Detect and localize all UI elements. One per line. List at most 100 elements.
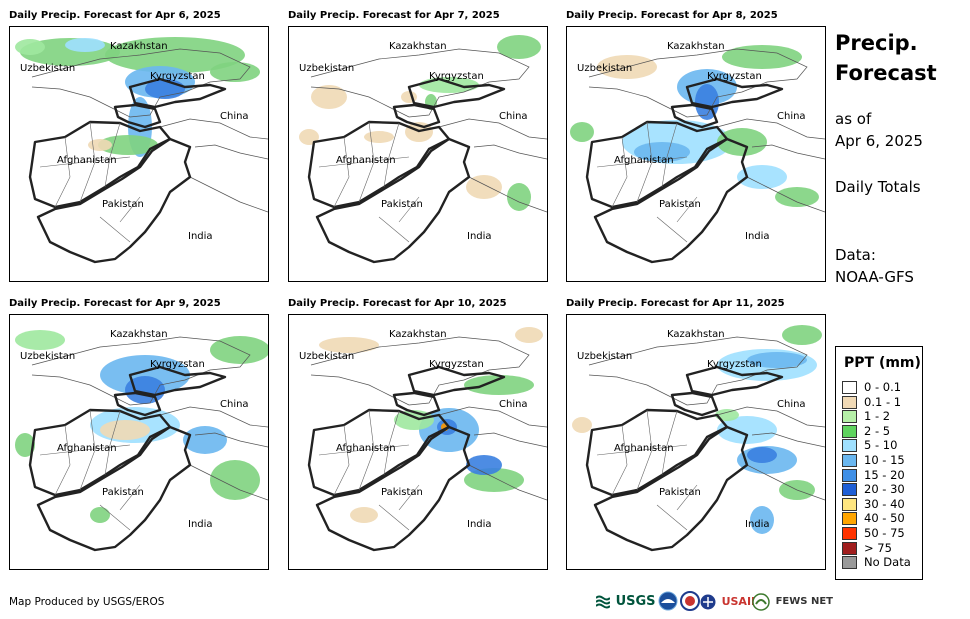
precip-map: Kazakhstan Uzbekistan Kyrgyzstan China Afgha…: [9, 314, 269, 570]
legend-item: 50 - 75: [842, 526, 905, 540]
legend-label: > 75: [864, 540, 892, 555]
precip-area: [722, 45, 802, 69]
label-pakistan: Pakistan: [102, 199, 144, 210]
pakistan-border: [593, 425, 749, 552]
legend-item: 0.1 - 1: [842, 395, 901, 409]
precip-area: [100, 420, 150, 440]
label-pakistan: Pakistan: [659, 199, 701, 210]
legend-label: 15 - 20: [864, 467, 905, 482]
legend-label: 0 - 0.1: [864, 380, 902, 394]
label-kazakhstan: Kazakhstan: [667, 329, 725, 340]
precip-area: [775, 187, 819, 207]
legend-label: 20 - 30: [864, 482, 905, 497]
label-afghanistan: Afghanistan: [614, 155, 674, 166]
label-kyrgyzstan: Kyrgyzstan: [150, 71, 205, 82]
panel-title: Daily Precip. Forecast for Apr 9, 2025: [9, 298, 221, 309]
panel-title: Daily Precip. Forecast for Apr 6, 2025: [9, 10, 221, 21]
precip-map-svg: Kazakhstan Uzbekistan Kyrgyzstan China Afgha…: [570, 41, 825, 264]
label-india: India: [188, 231, 213, 242]
label-uzbekistan: Uzbekistan: [20, 351, 75, 362]
precip-area: [183, 426, 227, 454]
precip-map-svg: Kazakhstan Uzbekistan Kyrgyzstan China Afgha…: [15, 329, 268, 552]
legend-swatch: [842, 483, 857, 497]
pakistan-border: [315, 137, 471, 264]
precip-map-svg: Kazakhstan Uzbekistan Kyrgyzstan China Afgha…: [572, 325, 825, 552]
legend-item: 20 - 30: [842, 482, 905, 497]
precip-map: Kazakhstan Uzbekistan Kyrgyzstan China Afgha…: [288, 314, 548, 570]
label-pakistan: Pakistan: [659, 487, 701, 498]
precip-area: [717, 416, 777, 444]
legend-swatch: [842, 556, 857, 570]
precip-area: [572, 417, 592, 433]
precip-map: Kazakhstan Uzbekistan Kyrgyzstan China Afgha…: [566, 26, 826, 282]
precip-area: [98, 135, 158, 155]
precip-area: [466, 175, 502, 199]
precip-area: [15, 39, 45, 55]
legend-item: 15 - 20: [842, 468, 905, 482]
fewsnet-logo: FEWS NET: [752, 591, 833, 613]
panel-title: Daily Precip. Forecast for Apr 8, 2025: [566, 10, 778, 21]
precip-map: Kazakhstan Uzbekistan Kyrgyzstan China Afgha…: [288, 26, 548, 282]
precip-map-svg: Kazakhstan Uzbekistan Kyrgyzstan China Afgha…: [299, 327, 547, 552]
precip-area: [747, 352, 807, 368]
afghanistan-border: [28, 120, 172, 209]
precip-area: [634, 142, 690, 162]
legend-item: 0 - 0.1: [842, 380, 901, 394]
afghanistan-border: [28, 408, 172, 497]
label-kazakhstan: Kazakhstan: [667, 41, 725, 52]
label-india: India: [467, 519, 492, 530]
legend-label: 10 - 15: [864, 453, 905, 467]
sidebar-title: Precip. Forecast: [835, 31, 937, 85]
legend-item: 40 - 50: [842, 511, 905, 526]
precip-area: [88, 139, 112, 151]
pakistan-border: [315, 425, 471, 552]
precip-area: [737, 165, 787, 189]
precip-area: [717, 128, 767, 156]
legend-item: 2 - 5: [842, 424, 890, 438]
precip-area: [15, 433, 35, 457]
label-kazakhstan: Kazakhstan: [110, 41, 168, 52]
legend-swatch: [842, 527, 857, 540]
legend-swatch: [842, 454, 857, 467]
label-kyrgyzstan: Kyrgyzstan: [150, 359, 205, 370]
precip-area: [319, 337, 379, 353]
precip-area: [100, 355, 190, 395]
label-china: China: [220, 399, 249, 410]
afghanistan-border: [585, 408, 729, 497]
label-pakistan: Pakistan: [102, 487, 144, 498]
label-pakistan: Pakistan: [381, 199, 423, 210]
precip-area: [750, 506, 774, 534]
precip-area: [782, 325, 822, 345]
noaa-logo: [658, 591, 678, 613]
label-uzbekistan: Uzbekistan: [577, 351, 632, 362]
label-afghanistan: Afghanistan: [336, 443, 396, 454]
data-source: Data: NOAA-GFS: [835, 246, 914, 286]
precip-area: [715, 409, 739, 421]
legend-label: No Data: [864, 555, 911, 570]
label-kyrgyzstan: Kyrgyzstan: [429, 359, 484, 370]
label-uzbekistan: Uzbekistan: [299, 351, 354, 362]
precip-area: [105, 37, 245, 73]
legend-item: No Data: [842, 555, 911, 570]
pakistan-border: [593, 137, 749, 264]
label-china: China: [499, 111, 528, 122]
panel-title: Daily Precip. Forecast for Apr 10, 2025: [288, 298, 507, 309]
precip-area: [90, 507, 110, 523]
label-kazakhstan: Kazakhstan: [389, 329, 447, 340]
legend-item: 30 - 40: [842, 497, 905, 511]
label-china: China: [777, 399, 806, 410]
precip-area: [65, 38, 105, 52]
label-china: China: [220, 111, 249, 122]
legend-swatch: [842, 424, 857, 438]
legend-label: 30 - 40: [864, 496, 905, 511]
map-credit: Map Produced by USGS/EROS: [9, 596, 165, 608]
legend-swatch: [842, 439, 857, 453]
label-pakistan: Pakistan: [381, 487, 423, 498]
legend-swatch: [842, 468, 857, 482]
label-uzbekistan: Uzbekistan: [20, 63, 75, 74]
precip-area: [364, 131, 394, 143]
label-uzbekistan: Uzbekistan: [299, 63, 354, 74]
doi-seal-logo: [680, 591, 700, 613]
legend-item: > 75: [842, 541, 892, 555]
